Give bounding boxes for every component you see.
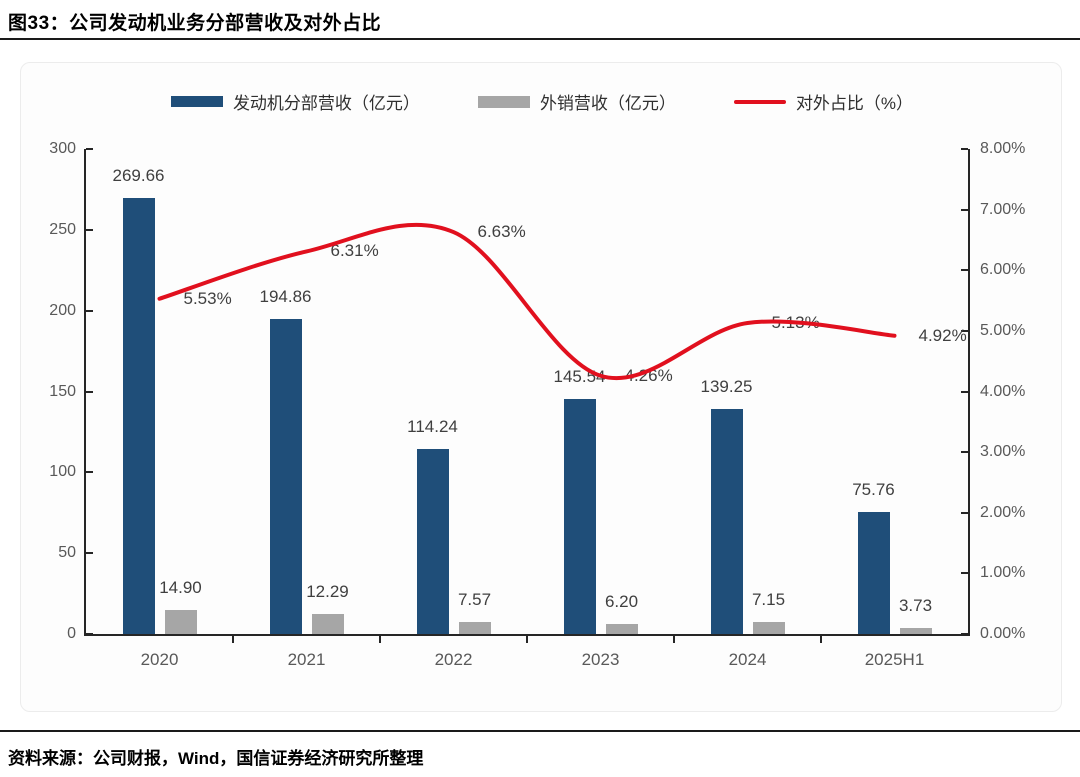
x-axis-tick: [379, 636, 381, 643]
bar-engine-revenue: [269, 318, 302, 634]
ratio-line-path: [157, 222, 897, 380]
bar-export-revenue: [899, 627, 932, 634]
x-axis-tick: [526, 636, 528, 643]
left-axis-tick-label: 100: [49, 463, 76, 481]
legend-label: 对外占比（%）: [795, 94, 914, 113]
bar-export-revenue: [605, 623, 638, 634]
right-axis-tick-label: 8.00%: [980, 140, 1026, 157]
right-axis-tick: [961, 633, 968, 635]
bar-value-label-export: 12.29: [306, 582, 349, 602]
bar-engine-revenue: [710, 408, 743, 634]
bar-value-label-engine: 114.24: [407, 417, 458, 437]
x-axis-category-label: 2023: [581, 650, 620, 669]
line-value-label-ratio: 4.26%: [624, 365, 673, 385]
left-axis-tick-label: 300: [49, 140, 76, 157]
right-axis-tick-label: 7.00%: [980, 200, 1026, 218]
legend-item-export-revenue: 外销营收（亿元）: [477, 89, 676, 114]
line-value-label-ratio: 6.63%: [477, 222, 526, 242]
right-axis-tick-label: 5.00%: [980, 321, 1026, 339]
right-axis-tick: [961, 451, 968, 454]
left-axis-tick: [86, 309, 93, 312]
figure-title: 图33：公司发动机业务分部营收及对外占比: [8, 13, 382, 34]
plot-area: 300 250 200 150 100 50 0 8.00% 7.00% 6.00% 5.00% 4.…: [49, 140, 1025, 669]
source-note: 资料来源：公司财报，Wind，国信证券经济研究所整理: [8, 749, 424, 768]
line-value-label-ratio: 5.53%: [183, 288, 232, 308]
x-axis-tick: [232, 636, 234, 643]
x-axis-category-label: 2025H1: [864, 650, 925, 669]
bar-engine-revenue: [416, 449, 449, 634]
bar-engine-revenue: [857, 511, 890, 634]
line-value-label-ratio: 6.31%: [330, 241, 379, 261]
bar-value-label-engine: 139.25: [700, 376, 753, 396]
bar-value-label-engine: 269.66: [112, 166, 165, 186]
right-axis-tick: [961, 572, 968, 575]
bottom-axis-line: [84, 634, 970, 636]
right-axis-tick: [961, 269, 968, 272]
right-axis-tick: [961, 329, 968, 332]
right-axis-tick: [961, 390, 968, 393]
legend-swatch-blue-bar: [170, 96, 223, 107]
right-axis-tick-label: 1.00%: [980, 564, 1026, 582]
right-axis-tick: [961, 208, 968, 211]
left-axis-tick-label: 200: [49, 301, 76, 319]
left-axis-tick-label: 150: [49, 382, 76, 400]
bar-engine-revenue: [122, 198, 155, 634]
right-axis-tick: [961, 511, 968, 514]
bar-export-revenue: [458, 621, 491, 634]
legend-label: 外销营收（亿元）: [539, 94, 676, 113]
bar-value-label-export: 7.15: [751, 590, 786, 610]
right-axis-tick-label: 0.00%: [980, 625, 1026, 642]
bar-value-label-export: 3.73: [898, 595, 933, 615]
legend-label: 发动机分部营收（亿元）: [232, 94, 420, 113]
bar-export-revenue: [752, 622, 785, 634]
right-axis-tick-label: 2.00%: [980, 503, 1026, 521]
ratio-line-series: [157, 222, 897, 380]
chart-legend: 发动机分部营收（亿元） 外销营收（亿元） 对外占比（%）: [21, 89, 1063, 114]
line-value-label-ratio: 4.92%: [918, 325, 967, 345]
left-axis-tick-label: 0: [67, 625, 76, 642]
chart-panel: 发动机分部营收（亿元） 外销营收（亿元） 对外占比（%） 300 250 200 15…: [20, 62, 1062, 712]
x-axis-tick: [673, 636, 675, 643]
left-axis-tick: [86, 228, 93, 231]
bar-value-label-engine: 75.76: [852, 479, 895, 499]
x-axis-category-label: 2020: [140, 650, 179, 669]
legend-swatch-gray-bar: [477, 95, 530, 108]
left-axis-tick-label: 50: [58, 544, 76, 562]
left-axis-tick: [86, 148, 93, 150]
bar-value-label-export: 7.57: [457, 589, 492, 609]
legend-swatch-red-line: [733, 99, 786, 104]
source-divider: [0, 730, 1080, 732]
x-axis-tick: [820, 636, 822, 643]
left-axis-tick: [86, 471, 93, 474]
right-axis-tick: [961, 148, 968, 150]
bar-value-label-export: 14.90: [159, 577, 202, 597]
right-axis-line: [968, 149, 970, 636]
left-axis-tick: [86, 552, 93, 555]
x-axis-category-label: 2024: [728, 650, 767, 669]
x-axis-category-label: 2021: [287, 650, 326, 669]
x-axis-category-label: 2022: [434, 650, 473, 669]
left-axis-tick-label: 250: [49, 220, 76, 238]
left-axis-line: [84, 149, 86, 636]
legend-item-engine-revenue: 发动机分部营收（亿元）: [170, 89, 420, 114]
bar-value-label-engine: 194.86: [259, 286, 312, 306]
right-axis-tick-label: 6.00%: [980, 261, 1026, 279]
bar-export-revenue: [311, 614, 344, 634]
right-axis-tick-label: 4.00%: [980, 382, 1026, 400]
left-axis-tick: [86, 633, 93, 635]
bar-engine-revenue: [563, 398, 596, 634]
legend-item-external-ratio: 对外占比（%）: [733, 89, 914, 114]
bar-value-label-export: 6.20: [604, 591, 639, 611]
right-axis-tick-label: 3.00%: [980, 443, 1026, 461]
left-axis-tick: [86, 390, 93, 393]
bar-export-revenue: [164, 609, 197, 634]
title-divider: [0, 38, 1080, 40]
